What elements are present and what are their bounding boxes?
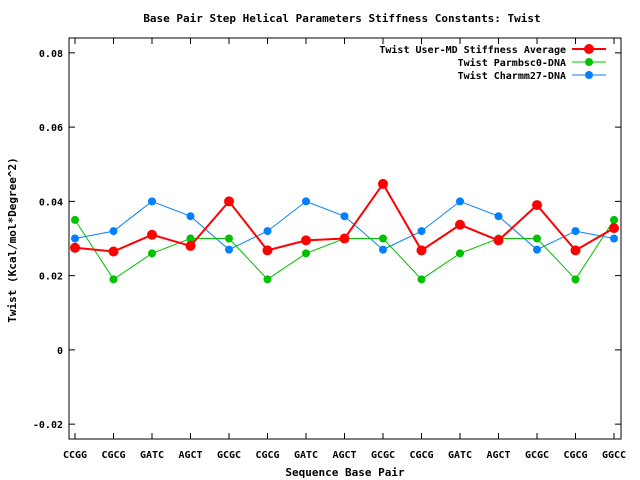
data-point bbox=[70, 242, 80, 253]
x-tick-label: GGCC bbox=[602, 450, 626, 461]
y-axis-label: Twist (Kcal/mol*Degree^2) bbox=[6, 157, 19, 323]
data-point bbox=[185, 240, 196, 251]
data-point bbox=[416, 245, 427, 256]
x-tick-label: GCGC bbox=[217, 450, 241, 461]
x-tick-label: CGCG bbox=[255, 450, 279, 461]
data-point bbox=[570, 245, 581, 256]
data-point bbox=[302, 197, 310, 206]
data-point bbox=[417, 275, 426, 284]
data-point bbox=[533, 234, 541, 243]
data-point bbox=[302, 249, 310, 258]
x-tick-label: CGCG bbox=[409, 450, 433, 461]
x-tick-label: AGCT bbox=[178, 450, 202, 461]
data-point bbox=[571, 227, 580, 236]
y-axis: -0.02 0 0.02 0.04 0.06 0.08 bbox=[33, 49, 621, 431]
data-point bbox=[378, 178, 388, 189]
data-point bbox=[71, 215, 79, 224]
data-point bbox=[147, 229, 157, 240]
x-tick-label: GATC bbox=[448, 450, 472, 461]
x-tick-label: GATC bbox=[140, 450, 164, 461]
legend-label: Twist Charmm27-DNA bbox=[458, 70, 566, 82]
data-point bbox=[263, 275, 272, 284]
data-point bbox=[339, 233, 350, 244]
data-point bbox=[301, 235, 311, 246]
data-point bbox=[533, 245, 541, 254]
data-point bbox=[610, 215, 618, 224]
data-point bbox=[456, 249, 464, 258]
x-tick-label: GATC bbox=[294, 450, 318, 461]
data-point bbox=[186, 234, 195, 243]
data-point bbox=[571, 275, 580, 284]
legend-marker bbox=[584, 44, 594, 54]
data-point bbox=[379, 245, 387, 254]
legend-marker bbox=[585, 58, 593, 66]
data-point bbox=[493, 235, 504, 246]
x-axis-label: Sequence Base Pair bbox=[285, 466, 405, 479]
x-tick-label: AGCT bbox=[486, 450, 510, 461]
x-axis: CCGG CGCG GATC AGCT GCGC CGCG GATC AGCT GCGC CGCG… bbox=[63, 38, 626, 461]
data-point bbox=[109, 227, 118, 236]
data-point bbox=[379, 234, 387, 243]
x-tick-label: AGCT bbox=[332, 450, 356, 461]
data-point bbox=[186, 212, 195, 221]
legend-marker bbox=[585, 71, 593, 79]
y-tick-label: 0 bbox=[57, 346, 63, 357]
data-point bbox=[71, 234, 79, 243]
x-tick-label: CCGG bbox=[63, 450, 87, 461]
data-point bbox=[148, 197, 156, 206]
y-tick-label: 0.06 bbox=[39, 123, 63, 134]
chart-title: Base Pair Step Helical Parameters Stiffn… bbox=[143, 12, 540, 25]
x-tick-label: CGCG bbox=[101, 450, 125, 461]
data-point bbox=[532, 200, 542, 211]
data-point bbox=[108, 246, 119, 257]
y-tick-label: 0.04 bbox=[39, 197, 63, 208]
data-point bbox=[340, 212, 349, 221]
series-layer bbox=[70, 178, 619, 284]
data-point bbox=[609, 223, 619, 234]
legend-label: Twist Parmbsc0-DNA bbox=[458, 57, 566, 69]
data-point bbox=[417, 227, 426, 236]
y-tick-label: 0.02 bbox=[39, 272, 63, 283]
x-tick-label: GCGC bbox=[525, 450, 549, 461]
data-point bbox=[494, 212, 503, 221]
y-tick-label: -0.02 bbox=[33, 420, 63, 431]
legend-label: Twist User-MD Stiffness Average bbox=[379, 44, 566, 56]
data-point bbox=[263, 227, 272, 236]
data-point bbox=[262, 245, 273, 256]
x-tick-label: CGCG bbox=[563, 450, 587, 461]
y-tick-label: 0.08 bbox=[39, 49, 63, 60]
data-point bbox=[109, 275, 118, 284]
data-point bbox=[224, 196, 234, 207]
data-point bbox=[610, 234, 618, 243]
series-1 bbox=[70, 178, 619, 257]
data-point bbox=[455, 219, 465, 230]
data-point bbox=[225, 245, 233, 254]
data-point bbox=[225, 234, 233, 243]
data-point bbox=[456, 197, 464, 206]
data-point bbox=[148, 249, 156, 258]
x-tick-label: GCGC bbox=[371, 450, 395, 461]
